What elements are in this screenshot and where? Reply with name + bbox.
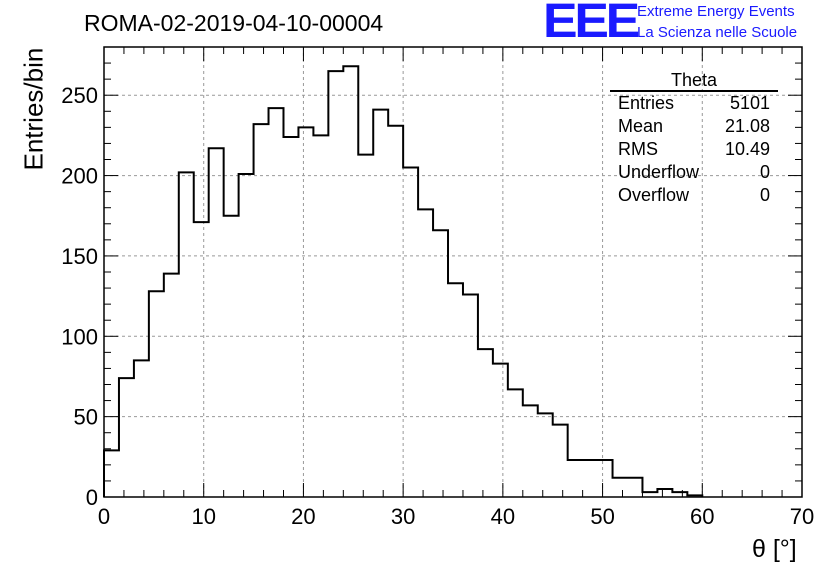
x-tick-label: 40 [491, 504, 515, 529]
plot-frame [103, 46, 803, 498]
x-tick-label: 30 [391, 504, 415, 529]
histogram-bin [209, 148, 224, 497]
histogram-bin [538, 413, 553, 497]
stats-label: Mean [618, 116, 664, 136]
histogram-bin [119, 378, 134, 497]
y-tick-label: 200 [61, 164, 98, 189]
stats-value: 0 [759, 162, 770, 182]
histogram-bin [403, 168, 418, 497]
stats-label: RMS [618, 139, 658, 159]
histogram-bin [613, 478, 628, 497]
histogram-bin [298, 127, 313, 497]
histogram-bin [523, 405, 538, 497]
stats-row: RMS 10.49 [610, 138, 778, 161]
histogram-bin [269, 108, 284, 497]
histogram-bin [388, 126, 403, 497]
stats-row: Mean 21.08 [610, 115, 778, 138]
histogram-bin [583, 460, 598, 497]
stats-row: Overflow 0 [610, 184, 778, 207]
histogram-bin [628, 478, 643, 497]
histogram-bin [553, 425, 568, 497]
logo-line-2: La Scienza nelle Scuole [637, 24, 798, 41]
histogram-bin [373, 110, 388, 497]
histogram-bin [254, 124, 269, 497]
x-tick-label: 10 [191, 504, 215, 529]
histogram-bin [149, 291, 164, 497]
stats-row: Entries 5101 [610, 92, 778, 115]
histogram-bin [433, 230, 448, 497]
x-tick-label: 70 [790, 504, 814, 529]
logo-line-1: Extreme Energy Events [637, 3, 795, 20]
y-tick-label: 250 [61, 83, 98, 108]
y-tick-label: 50 [74, 405, 98, 430]
x-tick-label: 50 [590, 504, 614, 529]
stats-row: Underflow 0 [610, 161, 778, 184]
histogram-bin [657, 489, 672, 497]
histogram-bin [508, 389, 523, 497]
x-tick-label: 60 [690, 504, 714, 529]
histogram-bin [224, 216, 239, 497]
stats-box: Theta Entries 5101 Mean 21.08 RMS 10.49 … [610, 70, 778, 207]
histogram-bin [104, 450, 119, 497]
y-tick-label: 150 [61, 244, 98, 269]
histogram-bin [568, 460, 583, 497]
histogram-bin [194, 222, 209, 497]
histogram-bin [283, 137, 298, 497]
stats-label: Overflow [618, 185, 690, 205]
histogram-bin [179, 172, 194, 497]
x-axis-label: θ [°] [752, 535, 797, 563]
y-tick-label: 0 [86, 485, 98, 510]
histogram-bin [478, 349, 493, 497]
histogram-bin [313, 135, 328, 497]
histogram-bin [164, 274, 179, 497]
stats-value: 10.49 [724, 139, 770, 159]
eee-logo: EEE [543, 0, 640, 48]
stats-value: 21.08 [724, 116, 770, 136]
histogram-bin [463, 295, 478, 498]
histogram-bin [598, 460, 613, 497]
y-tick-label: 100 [61, 324, 98, 349]
stats-label: Entries [618, 93, 675, 113]
stats-title: Theta [610, 70, 778, 92]
histogram-bin [134, 360, 149, 497]
histogram-bin [418, 209, 433, 497]
histogram-bin [358, 155, 373, 497]
x-tick-label: 0 [98, 504, 110, 529]
histogram-bin [343, 66, 358, 497]
histogram-outline [103, 65, 704, 497]
histogram-bin [448, 283, 463, 497]
histogram-bin [328, 71, 343, 497]
stats-value: 5101 [729, 93, 770, 113]
histogram-bin [239, 174, 254, 497]
histogram-bin [493, 364, 508, 497]
y-axis-label: Entries/bin [18, 47, 49, 171]
x-tick-label: 20 [291, 504, 315, 529]
chart-title: ROMA-02-2019-04-10-00004 [84, 10, 384, 36]
stats-value: 0 [759, 185, 770, 205]
stats-label: Underflow [618, 162, 700, 182]
